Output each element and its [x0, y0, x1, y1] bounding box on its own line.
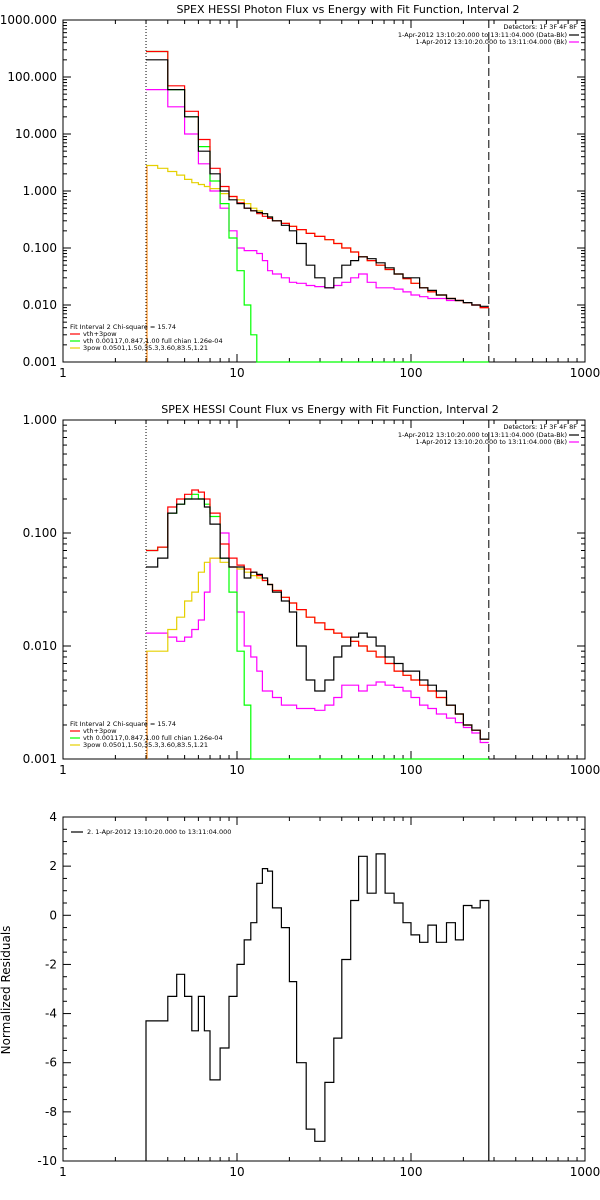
panel-title: SPEX HESSI Count Flux vs Energy with Fit… — [161, 403, 498, 416]
series-line-Data-Bk — [146, 498, 489, 740]
y-tick-label: -10 — [37, 1154, 57, 1168]
x-tick-label: 1000 — [570, 1165, 600, 1179]
photon-flux-panel: SPEX HESSI Photon Flux vs Energy with Fi… — [0, 3, 600, 380]
y-tick-label: 2 — [49, 859, 57, 873]
y-tick-label: 4 — [49, 810, 57, 824]
plot-frame — [62, 419, 586, 760]
y-tick-label: 0.001 — [23, 752, 57, 766]
y-tick-label: 1000.000 — [0, 13, 57, 27]
fit-legend-label: vth+3pow — [83, 330, 117, 338]
y-tick-label: -2 — [45, 957, 57, 971]
y-tick-label: -6 — [45, 1056, 57, 1070]
series-line-3pow — [146, 557, 489, 740]
x-tick-label: 10 — [229, 366, 244, 380]
detectors-label: Detectors: 1F 3F 4F 8F — [503, 423, 577, 431]
series-line-2. — [145, 853, 490, 1161]
plot-frame — [62, 816, 586, 1162]
fit-legend-label: 3pow 0.0501,1.50,35.3,3.60,83.5,1.21 — [83, 344, 208, 352]
residuals-panel: Normalized Residuals 1 10 100 1000 -10 -8 -6 -4… — [0, 810, 600, 1179]
series-line-vth+3pow — [146, 50, 489, 309]
interval-label: 1-Apr-2012 13:10:20.000 to 13:11:04.000 … — [398, 431, 567, 439]
y-axis-label: Normalized Residuals — [0, 926, 13, 1055]
x-tick-label: 10 — [229, 763, 244, 777]
interval-label: 1-Apr-2012 13:10:20.000 to 13:11:04.000 … — [416, 38, 567, 46]
x-tick-label: 1 — [59, 763, 67, 777]
y-tick-label: 1.000 — [23, 413, 57, 427]
y-tick-label: 0.010 — [23, 639, 57, 653]
x-tick-label: 100 — [400, 366, 423, 380]
plot-frame — [62, 19, 586, 363]
fit-chisq-label: Fit Interval 2 Chi-square = 15.74 — [70, 323, 176, 331]
x-tick-label: 1 — [59, 366, 67, 380]
fit-legend-label: vth 0.00117,0.847,1.00 full chian 1.26e-… — [83, 734, 223, 742]
detectors-label: Detectors: 1F 3F 4F 8F — [503, 23, 577, 31]
residual-legend-label: 2. 1-Apr-2012 13:10:20.000 to 13:11:04.0… — [87, 828, 231, 836]
y-tick-label: 0.001 — [23, 355, 57, 369]
y-tick-label: 0.100 — [23, 241, 57, 255]
series-line-Bk — [146, 532, 489, 744]
y-tick-label: 100.000 — [7, 70, 57, 84]
y-tick-label: -8 — [45, 1105, 57, 1119]
x-tick-label: 1000 — [570, 763, 600, 777]
panel-title: SPEX HESSI Photon Flux vs Energy with Fi… — [176, 3, 519, 16]
y-tick-label: -4 — [45, 1007, 57, 1021]
series-line-Data-Bk — [146, 59, 489, 307]
x-tick-label: 1000 — [570, 366, 600, 380]
y-tick-label: 1.000 — [23, 184, 57, 198]
series-line-vth — [146, 50, 489, 363]
fit-chisq-label: Fit Interval 2 Chi-square = 15.74 — [70, 720, 176, 728]
y-tick-label: 0.100 — [23, 526, 57, 540]
series-line-Bk — [146, 89, 489, 309]
interval-label: 1-Apr-2012 13:10:20.000 to 13:11:04.000 … — [398, 31, 567, 39]
x-tick-label: 1 — [59, 1165, 67, 1179]
y-tick-label: 10.000 — [15, 127, 57, 141]
series-line-vth+3pow — [146, 489, 489, 740]
y-tick-label: 0 — [49, 908, 57, 922]
x-tick-label: 10 — [229, 1165, 244, 1179]
y-tick-label: 0.010 — [23, 298, 57, 312]
fit-legend-label: vth 0.00117,0.847,1.00 full chian 1.26e-… — [83, 337, 223, 345]
fit-legend-label: 3pow 0.0501,1.50,35.3,3.60,83.5,1.21 — [83, 741, 208, 749]
series-line-vth — [146, 493, 489, 760]
fit-legend-label: vth+3pow — [83, 727, 117, 735]
x-tick-label: 100 — [400, 1165, 423, 1179]
interval-label: 1-Apr-2012 13:10:20.000 to 13:11:04.000 … — [416, 438, 567, 446]
x-tick-label: 100 — [400, 763, 423, 777]
count-flux-panel: SPEX HESSI Count Flux vs Energy with Fit… — [23, 403, 600, 777]
